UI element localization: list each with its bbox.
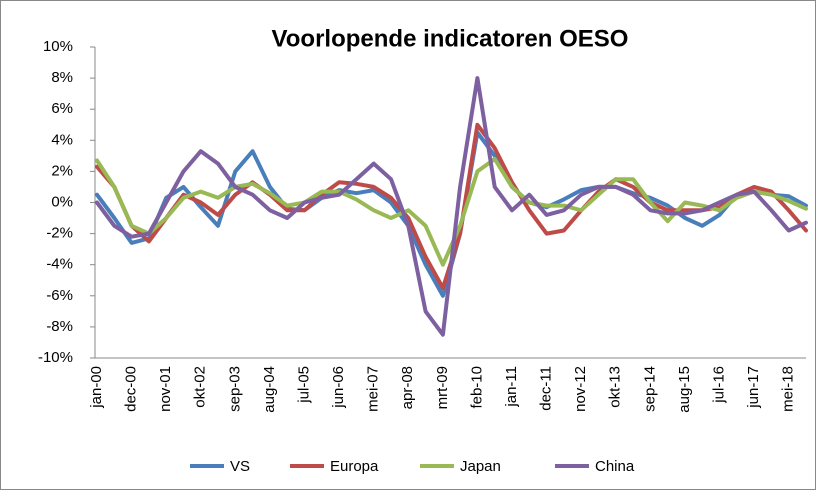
x-tick-label: sep-03 — [226, 366, 243, 412]
y-tick-label: -10% — [38, 349, 73, 366]
x-tick-label: nov-01 — [157, 366, 174, 412]
legend-label: VS — [230, 458, 250, 475]
x-tick-label: jul-05 — [295, 366, 312, 404]
x-tick-label: mei-07 — [365, 366, 382, 412]
x-tick-label: apr-08 — [399, 366, 416, 409]
x-tick-label: dec-11 — [538, 366, 555, 411]
x-tick-label: jun-17 — [745, 366, 762, 409]
chart-title: Voorlopende indicatoren OESO — [272, 25, 629, 52]
y-tick-label: -8% — [46, 318, 73, 335]
y-tick-label: 8% — [51, 69, 73, 86]
y-tick-label: -6% — [46, 287, 73, 304]
x-tick-label: sep-14 — [641, 366, 658, 412]
legend-label: China — [595, 458, 635, 475]
x-tick-label: jan-11 — [503, 366, 520, 408]
y-tick-label: -2% — [46, 225, 73, 242]
y-tick-label: 2% — [51, 162, 73, 179]
x-tick-label: okt-02 — [192, 366, 209, 408]
x-tick-label: okt-13 — [607, 366, 624, 408]
x-tick-label: feb-10 — [468, 366, 485, 409]
x-tick-label: jul-16 — [711, 366, 728, 404]
x-tick-label: mei-18 — [780, 366, 797, 412]
legend-label: Japan — [460, 458, 501, 475]
x-tick-label: jan-00 — [88, 366, 105, 409]
x-tick-label: dec-00 — [123, 366, 140, 412]
y-tick-label: 6% — [51, 100, 73, 117]
x-tick-label: aug-15 — [676, 366, 693, 413]
x-tick-label: nov-12 — [572, 366, 589, 412]
x-tick-label: mrt-09 — [434, 366, 451, 409]
y-tick-label: 0% — [51, 193, 73, 210]
series-line — [95, 76, 808, 337]
x-tick-label: aug-04 — [261, 366, 278, 413]
x-tick-label: jun-06 — [330, 366, 347, 409]
legend-label: Europa — [330, 458, 379, 475]
y-tick-label: 10% — [43, 38, 73, 55]
y-tick-label: -4% — [46, 256, 73, 273]
y-tick-label: 4% — [51, 131, 73, 148]
